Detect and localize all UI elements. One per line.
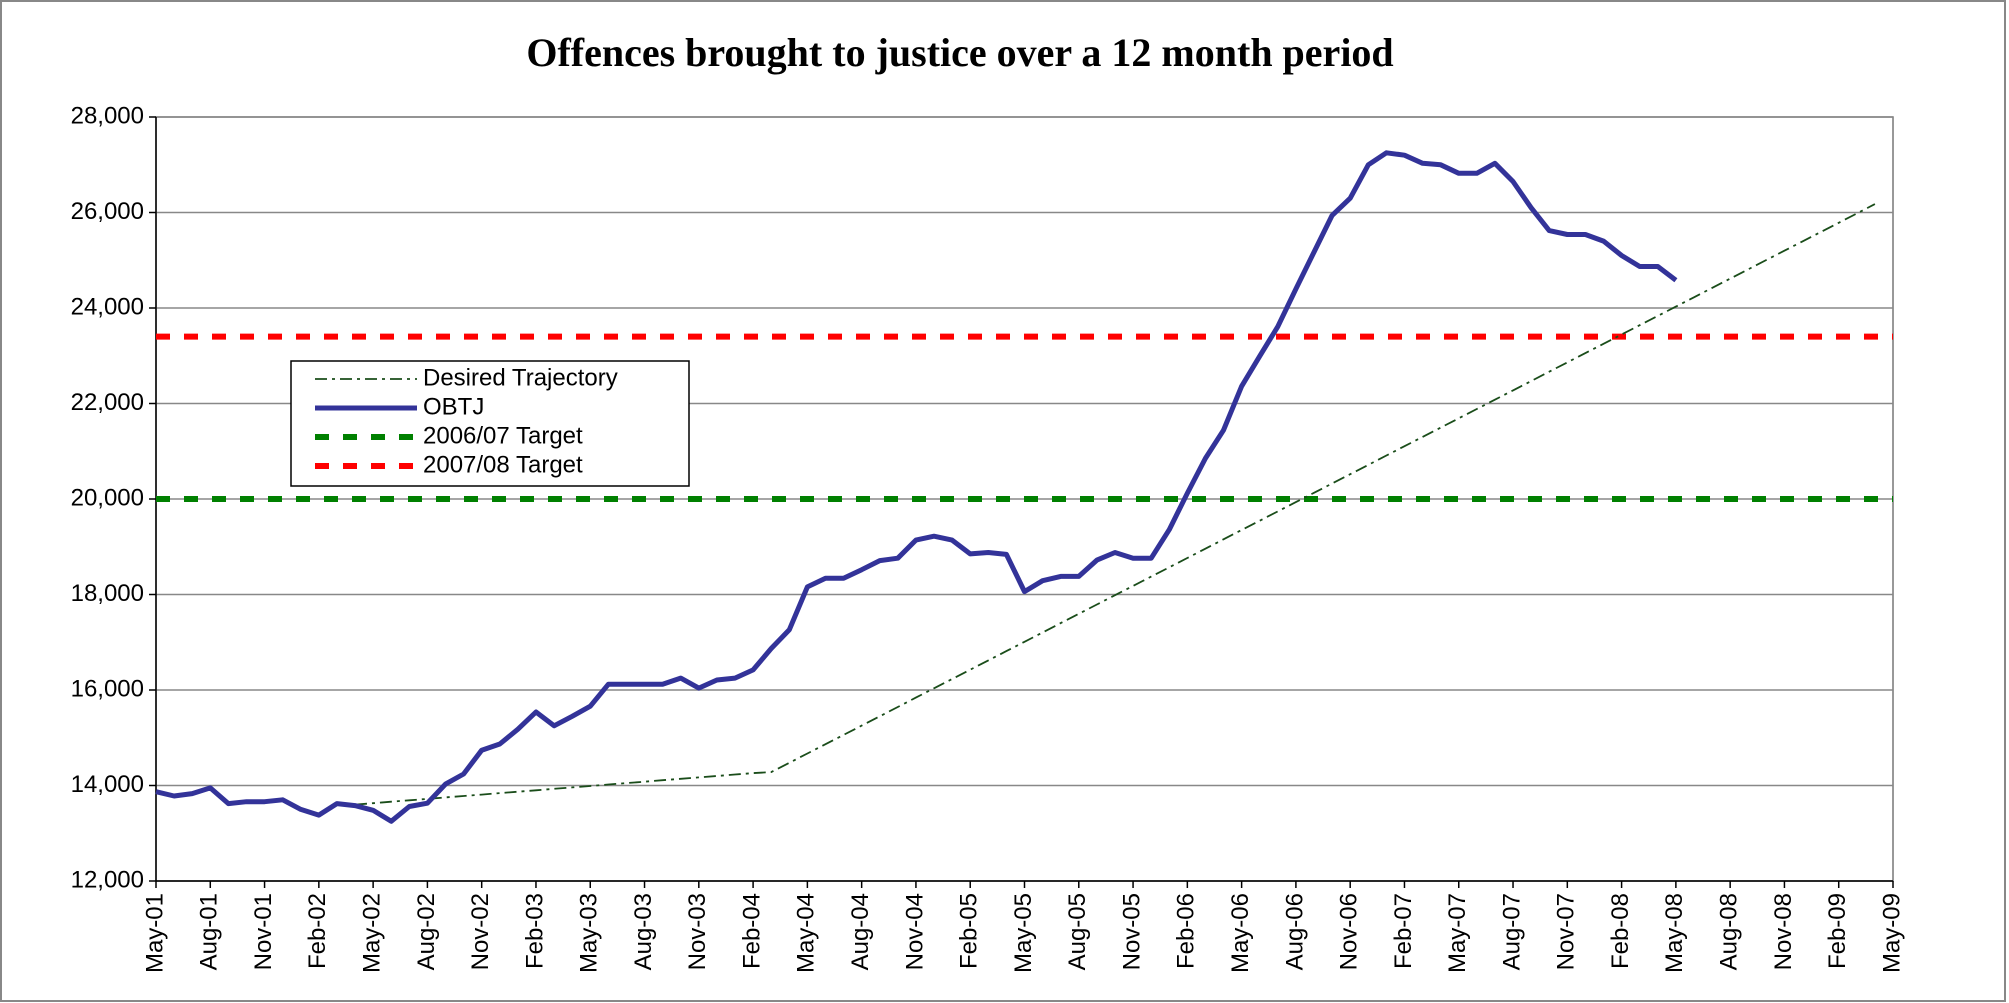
y-tick-label: 20,000 (71, 484, 144, 511)
y-tick-label: 16,000 (71, 675, 144, 702)
x-tick-label: Aug-06 (1281, 893, 1308, 970)
x-tick-label: Aug-03 (630, 893, 657, 970)
series-line (354, 203, 1876, 806)
y-tick-label: 24,000 (71, 293, 144, 320)
x-tick-label: May-04 (793, 893, 820, 973)
x-tick-label: Feb-03 (521, 893, 548, 969)
x-tick-label: Aug-05 (1064, 893, 1091, 970)
x-tick-label: Feb-06 (1173, 893, 1200, 969)
x-tick-label: Feb-09 (1824, 893, 1851, 969)
x-tick-label: May-02 (358, 893, 385, 973)
x-tick-label: Nov-02 (467, 893, 494, 970)
legend-label: OBTJ (423, 393, 484, 420)
x-tick-label: Nov-03 (684, 893, 711, 970)
legend-label: 2006/07 Target (423, 422, 583, 449)
x-tick-label: Nov-08 (1770, 893, 1797, 970)
x-tick-label: Feb-05 (956, 893, 983, 969)
y-tick-label: 26,000 (71, 198, 144, 225)
y-tick-label: 22,000 (71, 389, 144, 416)
x-tick-label: Aug-04 (847, 893, 874, 970)
x-tick-label: Aug-02 (413, 893, 440, 970)
x-tick-label: Nov-06 (1336, 893, 1363, 970)
x-tick-label: May-03 (576, 893, 603, 973)
y-tick-label: 28,000 (71, 102, 144, 129)
x-tick-label: Feb-04 (738, 893, 765, 969)
x-tick-label: Nov-04 (901, 893, 928, 970)
x-tick-label: May-01 (141, 893, 168, 973)
legend-label: 2007/08 Target (423, 451, 583, 478)
legend-label: Desired Trajectory (423, 364, 618, 391)
chart-title: Offences brought to justice over a 12 mo… (526, 30, 1393, 75)
y-tick-label: 18,000 (71, 580, 144, 607)
legend-box (290, 360, 690, 487)
x-tick-label: May-05 (1010, 893, 1037, 973)
x-tick-label: Feb-07 (1390, 893, 1417, 969)
x-tick-label: Feb-02 (304, 893, 331, 969)
x-tick-label: May-09 (1878, 893, 1905, 973)
series-line (155, 150, 1678, 824)
x-tick-label: Nov-01 (250, 893, 277, 970)
x-tick-label: May-07 (1444, 893, 1471, 973)
x-tick-label: Nov-07 (1553, 893, 1580, 970)
x-tick-label: Aug-08 (1716, 893, 1743, 970)
x-tick-label: Aug-01 (196, 893, 223, 970)
x-tick-label: Feb-08 (1607, 893, 1634, 969)
y-tick-label: 12,000 (71, 866, 144, 893)
x-tick-label: May-08 (1661, 893, 1688, 973)
x-tick-label: May-06 (1227, 893, 1254, 973)
y-tick-label: 14,000 (71, 771, 144, 798)
x-tick-label: Aug-07 (1498, 893, 1525, 970)
x-tick-label: Nov-05 (1118, 893, 1145, 970)
